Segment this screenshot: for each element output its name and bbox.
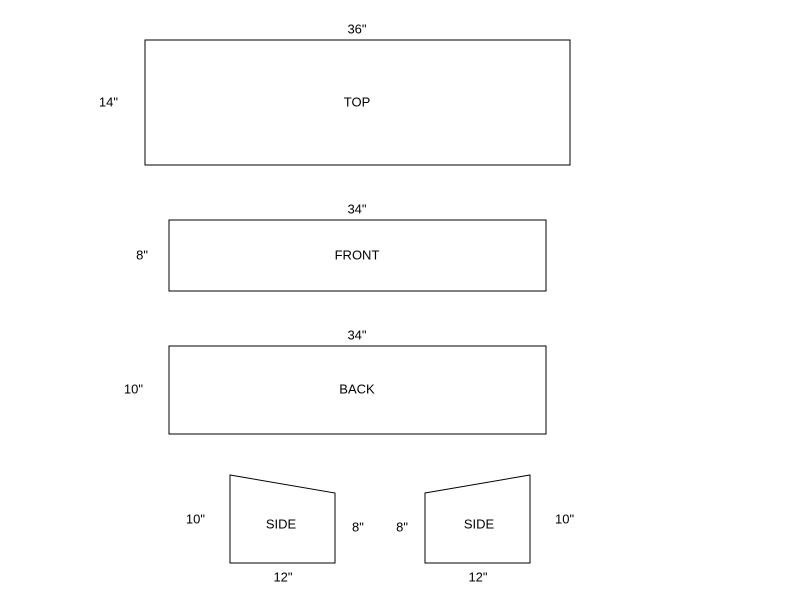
dim-side-right-leftheight: 8" [396,519,408,534]
dim-side-left-rightheight: 8" [352,519,364,534]
label-side-left: SIDE [266,516,297,531]
dim-side-left-leftheight: 10" [186,511,205,526]
dim-back-height: 10" [124,381,143,396]
diagram-svg: 36" 14" TOP 34" 8" FRONT 34" 10" BACK 10… [0,0,807,605]
dim-front-height: 8" [136,247,148,262]
dim-side-right-bottom: 12" [468,569,487,584]
label-side-right: SIDE [464,516,495,531]
dim-front-width: 34" [347,201,366,216]
dim-top-height: 14" [99,94,118,109]
dim-back-width: 34" [347,327,366,342]
label-back: BACK [339,381,375,396]
label-top: TOP [344,94,371,109]
label-front: FRONT [335,247,380,262]
dim-top-width: 36" [347,21,366,36]
dim-side-left-bottom: 12" [273,569,292,584]
dim-side-right-rightheight: 10" [555,511,574,526]
